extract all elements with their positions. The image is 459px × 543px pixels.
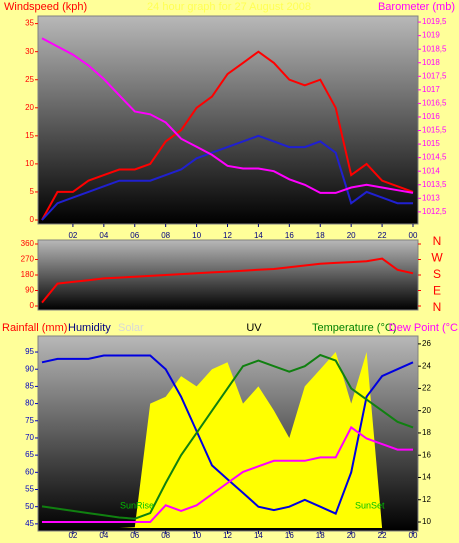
plot-area [37,15,419,225]
x-tick-label: 20 [347,531,356,540]
x-tick-label: 18 [316,231,325,240]
y2-tick-label: N [433,300,442,314]
y2-tick-label: 1012,5 [422,207,447,216]
x-tick-label: 14 [254,231,263,240]
y2-tick-label: 1013 [422,193,440,202]
panel-label: Windspeed (kph) [4,1,87,13]
y2-tick-label: S [433,267,441,281]
x-tick-label: 22 [378,531,387,540]
y2-tick-label: 1019,5 [422,17,447,26]
y2-tick-label: E [433,284,441,298]
x-tick-label: 14 [254,531,263,540]
y2-tick-label: 16 [422,450,431,459]
y2-tick-label: 1015 [422,139,440,148]
series-line [41,353,414,520]
x-tick-label: 10 [192,231,201,240]
x-tick-label: 00 [409,531,418,540]
y2-tick-label: N [433,234,442,248]
y-tick-label: 65 [25,450,34,459]
y-tick-label: 10 [25,159,34,168]
y-tick-label: 80 [25,399,34,408]
y2-tick-label: 1016 [422,112,440,121]
y2-tick-label: 1015,5 [422,126,447,135]
x-tick-label: 02 [68,231,77,240]
y2-tick-label: 12 [422,495,431,504]
x-tick-label: 06 [130,531,139,540]
y2-tick-label: 1017,5 [422,71,447,80]
y2-tick-label: 1013,5 [422,180,447,189]
x-tick-label: 02 [68,531,77,540]
y-tick-label: 270 [21,255,35,264]
panel-label: UV [246,322,262,334]
x-tick-label: 12 [223,531,232,540]
y-tick-label: 95 [25,347,34,356]
y-tick-label: 75 [25,416,34,425]
y-tick-label: 60 [25,467,34,476]
x-tick-label: 18 [316,531,325,540]
y-tick-label: 25 [25,75,34,84]
y2-tick-label: 1018 [422,58,440,67]
panel-label: Dew Point (°C [389,322,458,334]
x-tick-label: 06 [130,231,139,240]
x-tick-label: 08 [161,231,170,240]
series-line [42,425,413,523]
x-tick-label: 04 [99,531,108,540]
panel-label: Temperature (°C) [312,322,396,334]
series-line [41,354,414,515]
x-tick-label: 04 [99,231,108,240]
y-tick-label: 0 [30,301,35,310]
annotation: SunRise [120,500,154,510]
x-tick-label: 16 [285,231,294,240]
y-tick-label: 50 [25,502,34,511]
y-tick-label: 90 [25,364,34,373]
y2-tick-label: 1014,5 [422,153,447,162]
plot-area [37,239,419,311]
y-tick-label: 30 [25,47,34,56]
y2-tick-label: 1014 [422,166,440,175]
y-tick-label: 5 [30,187,35,196]
x-tick-label: 08 [161,531,170,540]
panel-label: Rainfall (mm) [2,322,67,334]
y-tick-label: 0 [30,215,35,224]
series-line [41,37,414,194]
y2-tick-label: 10 [422,517,431,526]
panel-label: Solar [118,322,144,334]
x-tick-label: 12 [223,231,232,240]
x-tick-label: 16 [285,531,294,540]
panel-label: Humidity [68,322,111,334]
y-tick-label: 20 [25,103,34,112]
y2-tick-label: 22 [422,384,431,393]
y2-tick-label: 14 [422,473,431,482]
y2-tick-label: 1018,5 [422,44,447,53]
y-tick-label: 90 [25,286,34,295]
y2-tick-label: 18 [422,428,431,437]
x-tick-label: 22 [378,231,387,240]
annotation: SunSet [355,500,385,510]
panel-label: Barometer (mb) [378,1,455,13]
x-tick-label: 00 [409,231,418,240]
series-line [41,50,414,221]
panel-label: 24 hour graph for 27 August 2008 [147,1,311,13]
y-tick-label: 35 [25,19,34,28]
y-tick-label: 55 [25,485,34,494]
y2-tick-label: 1019 [422,31,440,40]
y-tick-label: 85 [25,382,34,391]
y-tick-label: 45 [25,519,34,528]
y2-tick-label: 1016,5 [422,99,447,108]
x-tick-label: 20 [347,231,356,240]
y2-tick-label: 20 [422,406,431,415]
y-tick-label: 15 [25,131,34,140]
y-tick-label: 70 [25,433,34,442]
y2-tick-label: 26 [422,339,431,348]
y-tick-label: 360 [21,239,35,248]
solar-area [42,352,413,528]
y2-tick-label: W [431,251,443,265]
series-line [41,134,413,221]
x-tick-label: 10 [192,531,201,540]
y2-tick-label: 24 [422,361,431,370]
series-line [41,257,414,304]
y-tick-label: 180 [21,270,35,279]
y2-tick-label: 1017 [422,85,440,94]
